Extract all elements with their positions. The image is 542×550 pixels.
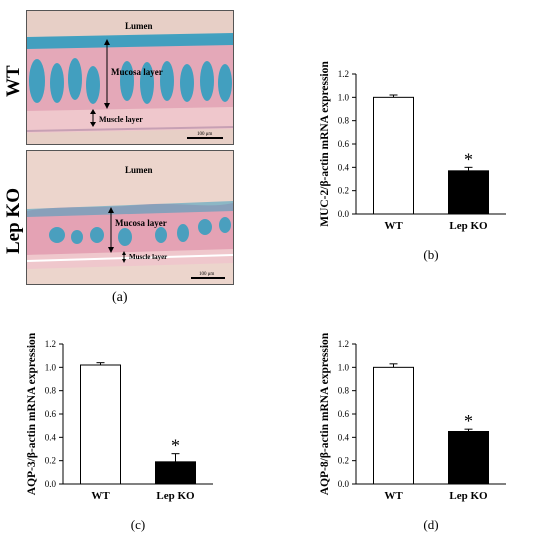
chart-b-y-tick-label: 1.0	[338, 92, 350, 102]
chart-d-y-tick-label: 0.6	[338, 409, 350, 419]
bar-chart-panel-b: MUC-2/β-actin mRNA expression 0.0 0.2 0.4 0.…	[319, 61, 506, 262]
genotype-label-lepko: Lep KO	[3, 188, 24, 254]
chart-b-bar-1	[373, 96, 414, 215]
scale-label-lepko: 100 μm	[199, 272, 214, 277]
mucosa-label-lepko: Mucosa layer	[115, 218, 167, 228]
chart-c-category-label: Lep KO	[156, 490, 195, 502]
chart-b-y-tick-label: 0.0	[338, 209, 350, 219]
chart-b-significance-marker: *	[464, 149, 473, 169]
chart-c-y-tick-label: 0.0	[45, 479, 57, 489]
chart-b-panel-caption: (b)	[423, 247, 438, 262]
chart-c-y-tick-label: 0.2	[45, 456, 56, 466]
chart-c-bar-2	[155, 461, 196, 485]
chart-b-y-tick-label: 1.2	[338, 69, 349, 79]
chart-c-y-axis-label: AQP-3/β-actin mRNA expression	[26, 332, 38, 495]
muscle-label-lepko: Muscle layer	[129, 253, 167, 261]
chart-b-category-label: Lep KO	[449, 220, 488, 232]
scale-label-wt: 100 μm	[197, 132, 212, 137]
chart-d-category-label: Lep KO	[449, 490, 488, 502]
chart-c-y-tick-label: 0.6	[45, 409, 57, 419]
bar-chart-panel-c: AQP-3/β-actin mRNA expression 0.0 0.2 0.4 0.…	[26, 332, 213, 532]
chart-d-y-tick-label: 1.0	[338, 362, 350, 372]
chart-c-bar-1	[80, 364, 121, 485]
chart-c-y-tick-label: 1.2	[45, 339, 56, 349]
chart-d-bar-2	[448, 431, 489, 485]
chart-d-y-tick-label: 0.4	[338, 432, 350, 442]
chart-d-significance-marker: *	[464, 411, 473, 431]
chart-c-panel-caption: (c)	[131, 517, 145, 532]
chart-c-category-label: WT	[91, 490, 110, 502]
chart-d-y-tick-label: 1.2	[338, 339, 349, 349]
muscle-label-wt: Muscle layer	[99, 115, 143, 124]
chart-b-y-tick-label: 0.6	[338, 139, 350, 149]
chart-b-bar-2	[448, 170, 489, 215]
mucosa-label-wt: Mucosa layer	[111, 67, 163, 77]
chart-c-y-tick-label: 1.0	[45, 362, 57, 372]
histology-drawing-lepko: Lumen Mucosa layer Muscle layer 100 μm	[27, 151, 233, 284]
chart-b-y-tick-label: 0.4	[338, 162, 350, 172]
lumen-label-lepko: Lumen	[125, 165, 153, 175]
chart-d-panel-caption: (d)	[423, 517, 438, 532]
histology-image-lepko: Lumen Mucosa layer Muscle layer 100 μm	[26, 150, 234, 285]
chart-c-significance-marker: *	[171, 436, 180, 456]
chart-d-y-tick-label: 0.2	[338, 456, 349, 466]
chart-c-y-tick-label: 0.4	[45, 432, 57, 442]
chart-d-y-axis-label: AQP-8/β-actin mRNA expression	[319, 332, 331, 495]
chart-b-y-axis-label: MUC-2/β-actin mRNA expression	[319, 61, 331, 227]
bar-chart-panel-d: AQP-8/β-actin mRNA expression 0.0 0.2 0.4 0.…	[319, 332, 506, 532]
chart-d-category-label: WT	[384, 490, 403, 502]
lumen-label-wt: Lumen	[125, 21, 153, 31]
chart-d-bar-1	[373, 366, 414, 485]
chart-d-y-tick-label: 0.8	[338, 386, 350, 396]
genotype-label-wt: WT	[3, 65, 24, 97]
histology-image-wt: Lumen Mucosa layer Muscle layer 100 μm	[26, 10, 234, 145]
chart-d-y-tick-label: 0.0	[338, 479, 350, 489]
chart-c-y-tick-label: 0.8	[45, 386, 57, 396]
chart-b-category-label: WT	[384, 220, 403, 232]
histology-drawing-wt: Lumen Mucosa layer Muscle layer 100 μm	[27, 11, 233, 144]
chart-b-y-tick-label: 0.2	[338, 186, 349, 196]
panel-a-caption: (a)	[112, 290, 128, 305]
chart-b-y-tick-label: 0.8	[338, 116, 350, 126]
